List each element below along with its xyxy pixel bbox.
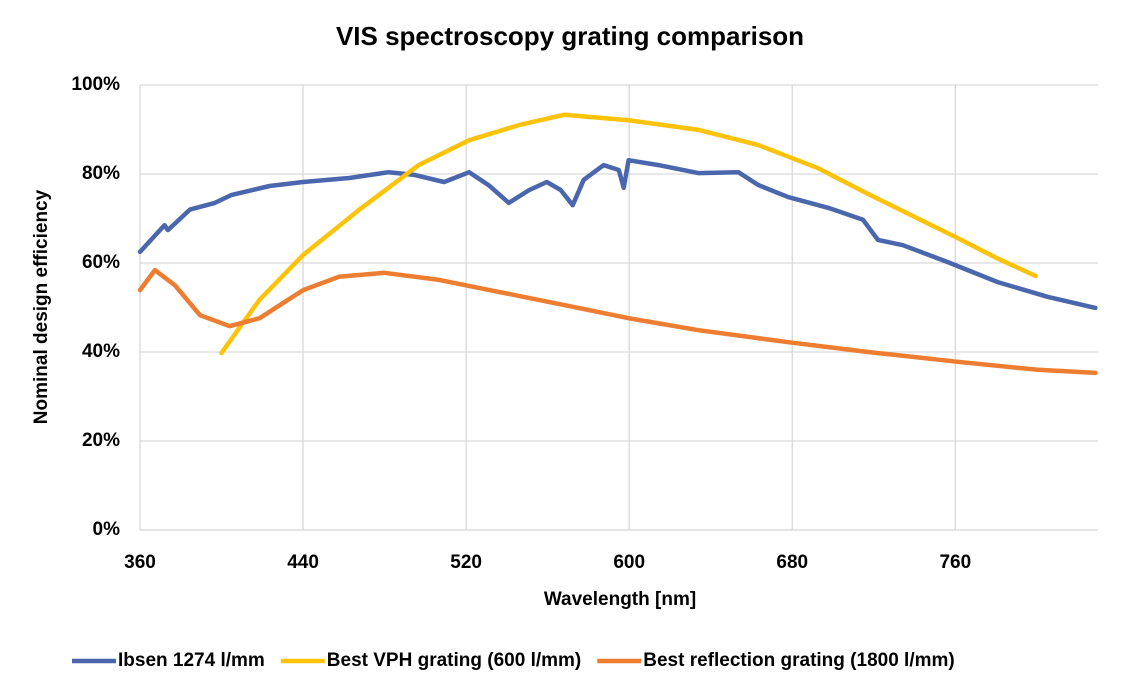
series-line bbox=[219, 112, 1038, 356]
y-tick-label: 20% bbox=[82, 430, 120, 451]
y-tick-label: 80% bbox=[82, 163, 120, 184]
y-tick-label: 40% bbox=[82, 341, 120, 362]
x-tick-label: 360 bbox=[124, 552, 156, 573]
x-tick-label: 680 bbox=[776, 552, 808, 573]
y-axis-title: Nominal design efficiency bbox=[31, 189, 52, 424]
y-tick-label: 0% bbox=[93, 519, 121, 540]
legend-label: Best reflection grating (1800 l/mm) bbox=[643, 650, 954, 671]
y-tick-label: 60% bbox=[82, 252, 120, 273]
x-tick-label: 520 bbox=[450, 552, 482, 573]
y-tick-label: 100% bbox=[71, 74, 120, 95]
series-line bbox=[137, 157, 1098, 311]
x-axis-title: Wavelength [nm] bbox=[544, 589, 696, 610]
x-tick-label: 760 bbox=[939, 552, 971, 573]
series-line bbox=[137, 267, 1098, 376]
chart-title: VIS spectroscopy grating comparison bbox=[336, 21, 804, 51]
x-tick-label: 440 bbox=[287, 552, 319, 573]
legend-label: Best VPH grating (600 l/mm) bbox=[327, 650, 581, 671]
legend-label: Ibsen 1274 l/mm bbox=[118, 650, 265, 671]
x-tick-label: 600 bbox=[613, 552, 645, 573]
